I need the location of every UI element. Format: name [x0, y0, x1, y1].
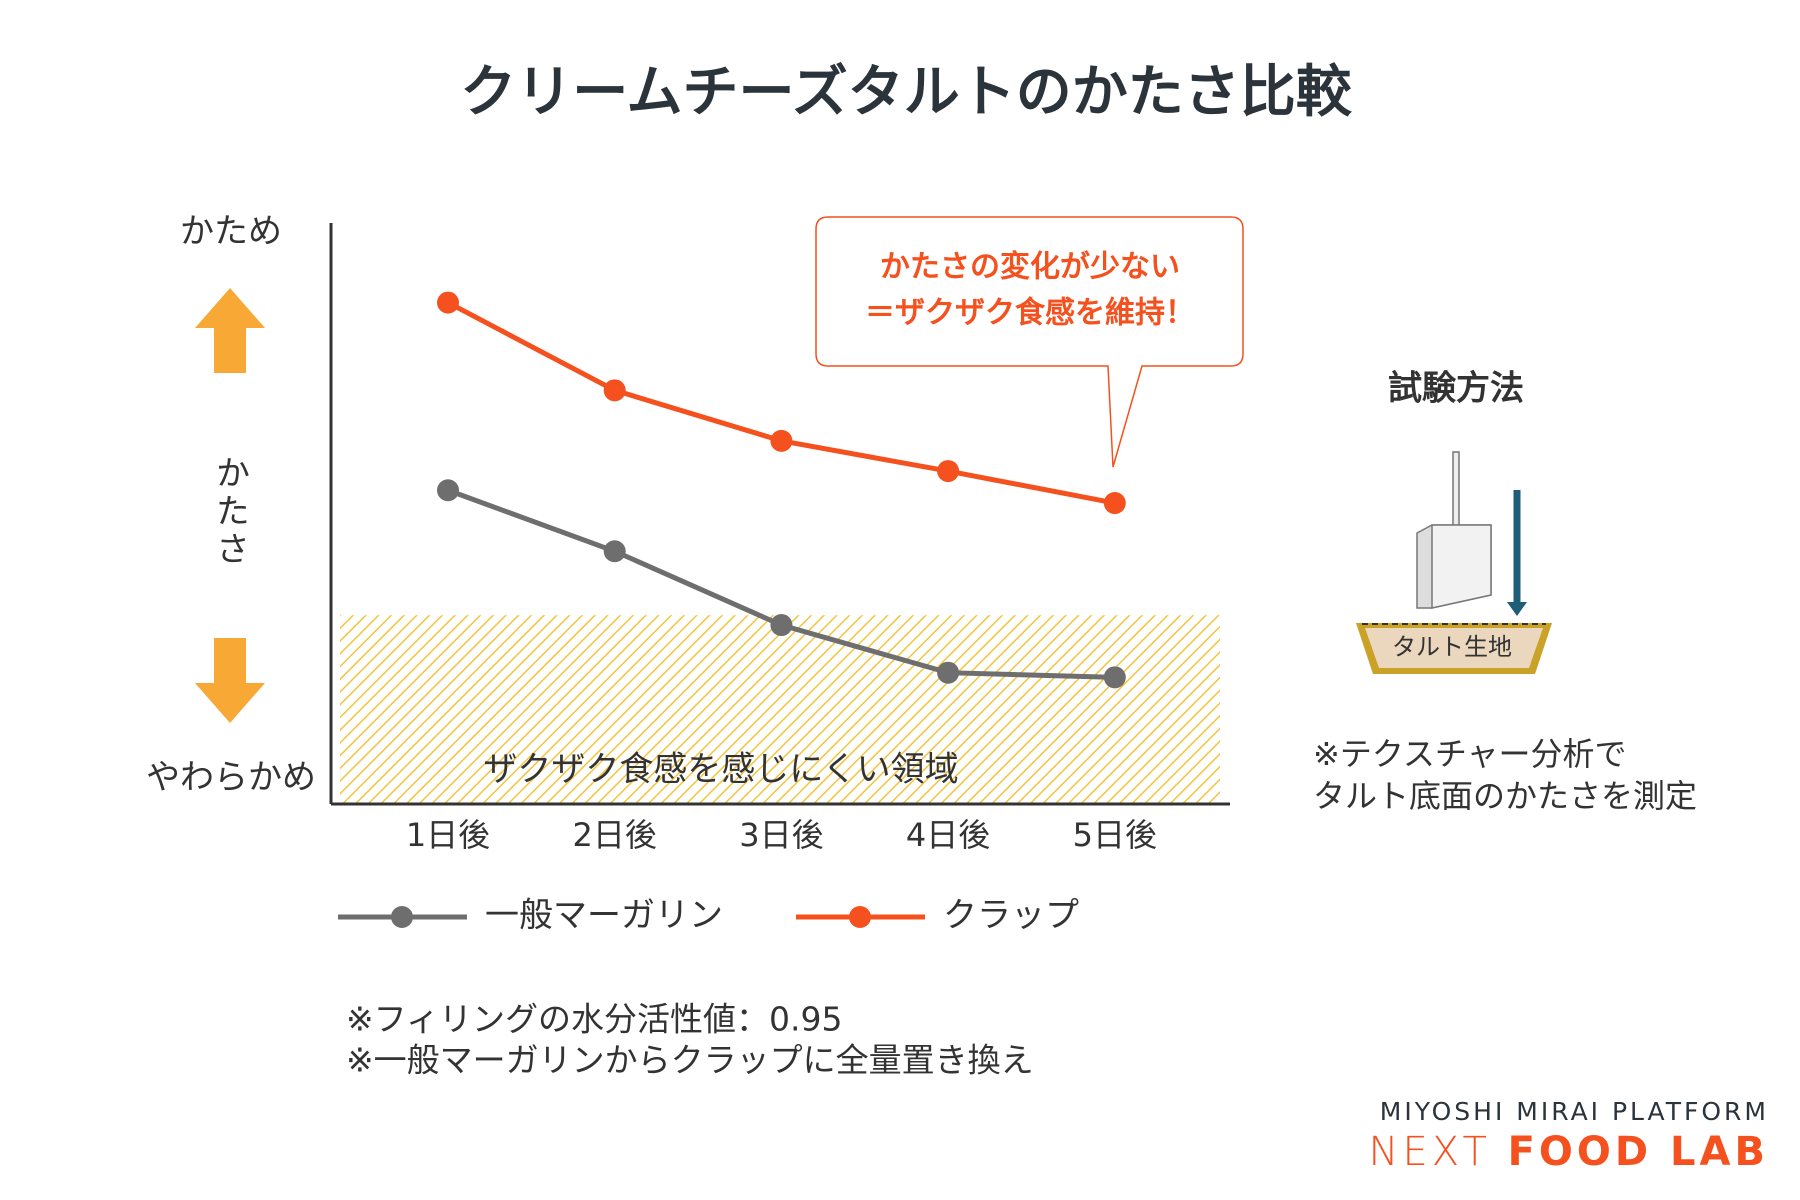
method-note: タルト底面のかたさを測定 — [1313, 777, 1697, 815]
down-arrow — [195, 638, 265, 723]
method-note: ※テクスチャー分析で — [1313, 735, 1627, 773]
diagram-label: タルト生地 — [1392, 633, 1512, 661]
series-marker — [437, 291, 459, 314]
y-bottom-label: やわらかめ — [146, 758, 316, 798]
x-tick-label: 3日後 — [739, 816, 823, 854]
series-marker — [770, 429, 793, 452]
legend-label: クラップ — [943, 896, 1079, 936]
callout-text: かたさの変化が少ない — [880, 250, 1180, 285]
logo-line1: MIYOSHI MIRAI PLATFORM — [1380, 1097, 1769, 1126]
series-marker — [437, 479, 459, 502]
legend-marker — [391, 906, 413, 928]
method-diagram — [1356, 451, 1552, 674]
callout-box — [815, 216, 1244, 468]
x-tick-label: 1日後 — [406, 816, 490, 854]
note: ※フィリングの水分活性値：0.95 — [346, 1000, 842, 1039]
series-marker — [1103, 492, 1126, 515]
x-tick-label: 2日後 — [573, 816, 657, 854]
region-label: ザクザク食感を感じにくい領域 — [483, 750, 958, 790]
method-title: 試験方法 — [1388, 369, 1524, 409]
up-arrow — [195, 288, 265, 373]
callout-text: ＝ザクザク食感を維持！ — [865, 296, 1195, 331]
logo-line2: NEXT FOOD LAB — [1369, 1129, 1769, 1175]
series-marker — [770, 614, 793, 637]
series-marker — [603, 540, 626, 563]
series-marker — [937, 460, 960, 483]
x-tick-label: 5日後 — [1073, 816, 1157, 854]
legend-marker — [849, 906, 871, 928]
logo-next: NEXT — [1369, 1129, 1491, 1175]
series-marker — [1103, 666, 1126, 689]
y-top-label: かため — [180, 212, 282, 252]
legend-label: 一般マーガリン — [485, 896, 723, 936]
note: ※一般マーガリンからクラップに全量置き換え — [346, 1041, 1034, 1080]
series-marker — [603, 379, 626, 402]
y-axis-label: かたさ — [210, 455, 250, 569]
series-marker — [937, 661, 960, 684]
x-tick-label: 4日後 — [906, 816, 990, 854]
soft-region — [340, 615, 1220, 804]
logo-foodlab: FOOD LAB — [1508, 1129, 1769, 1175]
chart-title: クリームチーズタルトのかたさ比較 — [460, 60, 1353, 125]
